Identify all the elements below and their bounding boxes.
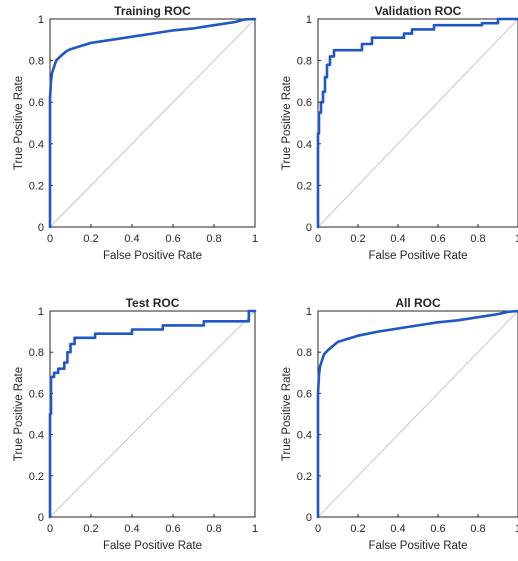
x-tick-label: 0: [315, 233, 321, 245]
reference-diagonal: [49, 310, 256, 518]
y-tick-label: 0.2: [297, 180, 312, 192]
training-roc-panel: 0 0.2 0.4 0.6 0.8 1 0 0.2 0.4 0.6 0.8 1 Training ROC…: [13, 4, 258, 262]
x-tick-label: 0.6: [165, 233, 180, 245]
x-tick-label: 0.4: [390, 523, 405, 535]
roc-curve: [48, 309, 257, 519]
y-tick-label: 0.4: [29, 430, 44, 442]
x-tick-label: 1: [515, 233, 518, 245]
x-tick-label: 0.6: [430, 523, 445, 535]
x-tick-label: 0.6: [430, 233, 445, 245]
x-tick-label: 0.4: [124, 523, 139, 535]
x-tick-label: 0.6: [165, 523, 180, 535]
x-tick-label: 0.2: [350, 233, 365, 245]
x-tick-label: 0.2: [83, 523, 98, 535]
x-axis-label: False Positive Rate: [368, 540, 467, 552]
y-tick-label: 0.6: [297, 97, 312, 109]
y-tick-label: 0.8: [297, 347, 312, 359]
x-tick-label: 0: [47, 233, 53, 245]
y-tick-label: 0.2: [297, 471, 312, 483]
x-axis-label: False Positive Rate: [103, 250, 202, 262]
y-tick-label: 0.4: [297, 139, 312, 151]
y-tick-label: 0.8: [29, 347, 44, 359]
x-tick-label: 0: [47, 523, 53, 535]
chart-title: Validation ROC: [375, 4, 462, 18]
y-tick-label: 0.2: [29, 471, 44, 483]
y-tick-label: 0.4: [29, 139, 44, 151]
x-tick-label: 0.8: [206, 523, 221, 535]
y-tick-label: 0: [306, 512, 312, 524]
reference-diagonal: [49, 18, 256, 228]
y-tick-label: 0.2: [29, 180, 44, 192]
x-tick-label: 1: [252, 233, 258, 245]
x-tick-label: 1: [252, 523, 258, 535]
y-tick-label: 0: [38, 222, 44, 234]
reference-diagonal: [317, 310, 518, 518]
chart-title: All ROC: [395, 296, 441, 310]
roc-curve: [316, 309, 518, 519]
x-tick-label: 0.8: [470, 233, 485, 245]
y-tick-label: 0.8: [297, 56, 312, 68]
chart-title: Training ROC: [114, 4, 191, 18]
x-tick-label: 0.8: [470, 523, 485, 535]
x-tick-label: 0: [315, 523, 321, 535]
y-tick-label: 1: [306, 306, 312, 318]
x-tick-label: 0.4: [390, 233, 405, 245]
y-tick-label: 1: [38, 14, 44, 26]
roc-curve: [316, 17, 518, 229]
x-axis-label: False Positive Rate: [368, 250, 467, 262]
test-roc-panel: 0 0.2 0.4 0.6 0.8 1 0 0.2 0.4 0.6 0.8 1 Test ROC Fals…: [13, 296, 258, 552]
all-roc-panel: 0 0.2 0.4 0.6 0.8 1 0 0.2 0.4 0.6 0.8 1 All ROC False…: [281, 296, 518, 552]
y-tick-label: 1: [306, 14, 312, 26]
y-tick-label: 0.8: [29, 56, 44, 68]
y-tick-label: 0.6: [29, 97, 44, 109]
x-tick-label: 0.4: [124, 233, 139, 245]
x-axis-label: False Positive Rate: [103, 540, 202, 552]
x-tick-label: 0.2: [83, 233, 98, 245]
y-tick-label: 0: [38, 512, 44, 524]
validation-roc-panel: 0 0.2 0.4 0.6 0.8 1 0 0.2 0.4 0.6 0.8 1 Validation R…: [281, 4, 518, 262]
x-tick-label: 0.8: [206, 233, 221, 245]
x-tick-label: 1: [515, 523, 518, 535]
y-axis-label: True Positive Rate: [281, 76, 293, 170]
y-tick-label: 0.4: [297, 430, 312, 442]
y-axis-label: True Positive Rate: [281, 367, 293, 461]
y-axis-label: True Positive Rate: [13, 76, 25, 170]
chart-title: Test ROC: [126, 296, 180, 310]
y-tick-label: 1: [38, 306, 44, 318]
y-tick-label: 0: [306, 222, 312, 234]
x-tick-label: 0.2: [350, 523, 365, 535]
reference-diagonal: [317, 18, 518, 228]
y-tick-label: 0.6: [29, 388, 44, 400]
y-tick-label: 0.6: [297, 388, 312, 400]
y-axis-label: True Positive Rate: [13, 367, 25, 461]
roc-curve: [48, 17, 257, 229]
